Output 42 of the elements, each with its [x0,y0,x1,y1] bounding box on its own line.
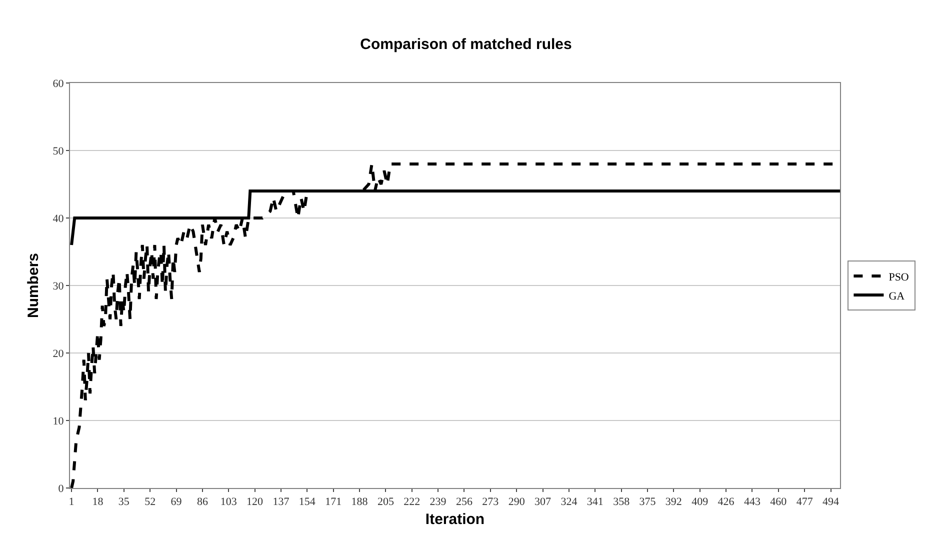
chart-title: Comparison of matched rules [360,36,572,54]
x-tick-label: 375 [639,496,656,508]
x-tick-label: 324 [560,496,578,508]
x-tick-label: 256 [456,496,473,508]
x-tick-label: 18 [92,496,104,508]
y-tick-label: 50 [52,145,64,158]
x-tick-label: 154 [298,496,316,508]
x-axis-title: Iteration [425,511,485,528]
x-tick-label: 69 [170,496,182,508]
x-tick-label: 273 [482,496,500,508]
x-tick-label: 494 [822,496,840,508]
x-tick-label: 205 [377,496,394,508]
x-tick-label: 239 [430,496,447,508]
x-tick-label: 409 [692,496,709,508]
x-tick-label: 1 [68,496,74,508]
x-tick-label: 426 [718,496,735,508]
x-tick-label: 86 [196,496,208,508]
x-tick-label: 341 [586,496,604,508]
x-tick-label: 443 [744,496,761,508]
x-tick-label: 477 [796,496,814,508]
y-tick-label: 30 [52,280,64,292]
x-tick-label: 358 [613,496,630,508]
x-tick-label: 137 [272,496,290,508]
x-tick-label: 307 [534,496,552,508]
y-tick-label: 10 [52,415,64,428]
y-tick-label: 40 [52,212,64,225]
x-tick-label: 460 [770,496,788,508]
x-tick-label: 52 [144,496,156,508]
x-tick-label: 392 [665,496,682,508]
x-tick-label: 171 [325,496,342,508]
x-tick-label: 188 [351,496,368,508]
y-axis-title: Numbers [25,252,42,318]
y-tick-label: 0 [58,482,64,495]
x-tick-label: 120 [246,496,264,508]
x-tick-label: 35 [118,496,130,508]
x-tick-label: 290 [508,496,526,508]
legend-label: GA [888,290,905,302]
x-tick-label: 103 [220,496,238,508]
y-tick-label: 60 [52,78,64,90]
legend-label: PSO [888,271,909,284]
x-tick-label: 222 [404,496,420,508]
y-tick-label: 20 [52,348,64,360]
